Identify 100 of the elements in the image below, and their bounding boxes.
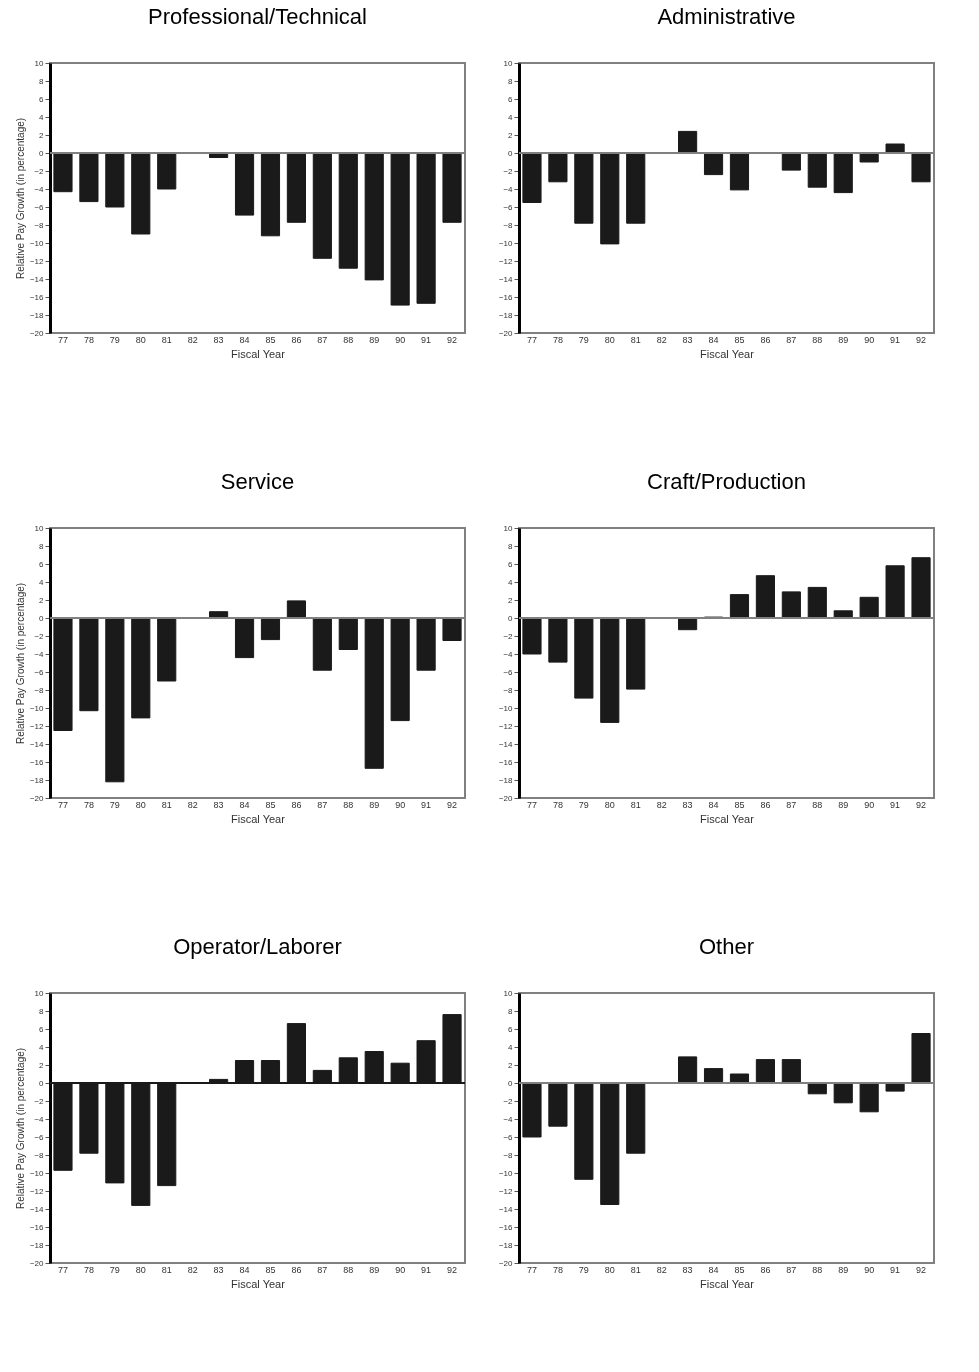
- x-tick-label: 91: [421, 334, 432, 345]
- x-tick-label: 78: [83, 334, 94, 345]
- x-tick-label: 87: [786, 1264, 797, 1275]
- x-tick-label: 89: [369, 334, 380, 345]
- y-tick-label: −6: [503, 1132, 514, 1142]
- y-tick-label: 2: [508, 130, 514, 140]
- y-tick-label: 2: [508, 595, 514, 605]
- y-tick-label: 2: [39, 595, 45, 605]
- y-tick-label: −12: [29, 721, 45, 731]
- y-tick-label: −12: [498, 1186, 514, 1196]
- chart-title: Service: [220, 469, 295, 494]
- y-tick-label: −10: [498, 238, 514, 248]
- x-tick-label: 87: [317, 1264, 328, 1275]
- x-tick-label: 83: [213, 1264, 224, 1275]
- y-axis-title: Relative Pay Growth (in percentage): [14, 582, 26, 745]
- y-tick-label: −12: [498, 256, 514, 266]
- y-tick-label: −12: [29, 1186, 45, 1196]
- x-tick-label: 78: [83, 799, 94, 810]
- x-tick-label: 89: [838, 799, 849, 810]
- x-tick-label: 77: [57, 334, 68, 345]
- y-tick-label: 4: [39, 112, 45, 122]
- x-tick-label: 83: [213, 799, 224, 810]
- x-tick-label: 77: [526, 1264, 537, 1275]
- y-tick-label: 4: [508, 577, 514, 587]
- x-tick-label: 78: [552, 334, 563, 345]
- x-tick-label: 89: [369, 1264, 380, 1275]
- x-tick-label: 83: [682, 799, 693, 810]
- y-tick-label: 6: [508, 94, 514, 104]
- y-tick-label: −18: [29, 1240, 45, 1250]
- x-tick-label: 78: [552, 799, 563, 810]
- x-tick-label: 88: [343, 799, 354, 810]
- chart-title: Other: [698, 934, 755, 959]
- y-tick-label: 0: [508, 148, 514, 158]
- y-tick-label: −8: [503, 685, 514, 695]
- x-tick-label: 85: [265, 1264, 276, 1275]
- y-tick-label: −14: [498, 739, 514, 749]
- x-tick-label: 92: [447, 1264, 458, 1275]
- y-tick-label: 6: [508, 1024, 514, 1034]
- y-tick-label: −16: [498, 1222, 514, 1232]
- y-tick-label: 4: [39, 1042, 45, 1052]
- x-tick-label: 80: [135, 334, 146, 345]
- y-tick-label: 8: [508, 1006, 514, 1016]
- y-tick-label: −16: [498, 757, 514, 767]
- y-tick-label: −10: [29, 1168, 45, 1178]
- y-tick-label: −8: [503, 1150, 514, 1160]
- x-tick-label: 79: [578, 334, 589, 345]
- x-tick-label: 87: [786, 334, 797, 345]
- x-tick-label: 87: [317, 799, 328, 810]
- x-tick-label: 89: [838, 334, 849, 345]
- y-tick-label: −20: [29, 1258, 45, 1268]
- y-tick-label: −20: [498, 1258, 514, 1268]
- y-tick-label: −4: [503, 1114, 514, 1124]
- x-tick-label: 79: [109, 1264, 120, 1275]
- x-tick-label: 90: [395, 799, 406, 810]
- x-tick-label: 82: [656, 799, 667, 810]
- x-tick-label: 78: [83, 1264, 94, 1275]
- y-tick-label: −4: [503, 184, 514, 194]
- y-tick-label: 0: [39, 613, 45, 623]
- x-tick-label: 92: [916, 799, 927, 810]
- y-tick-label: 6: [39, 94, 45, 104]
- x-tick-label: 85: [734, 334, 745, 345]
- y-tick-label: 0: [508, 1078, 514, 1088]
- y-tick-label: −6: [34, 202, 45, 212]
- x-tick-label: 90: [395, 1264, 406, 1275]
- x-tick-label: 84: [239, 334, 250, 345]
- y-tick-label: 8: [508, 76, 514, 86]
- y-tick-label: −14: [498, 274, 514, 284]
- y-tick-label: −10: [29, 703, 45, 713]
- x-tick-label: 84: [708, 334, 719, 345]
- chart-title: Operator/Laborer: [173, 934, 342, 959]
- x-tick-label: 82: [187, 1264, 198, 1275]
- y-tick-label: −8: [503, 220, 514, 230]
- x-tick-label: 90: [395, 334, 406, 345]
- x-tick-label: 82: [656, 1264, 667, 1275]
- x-tick-label: 85: [265, 799, 276, 810]
- x-tick-label: 82: [187, 334, 198, 345]
- y-tick-label: −14: [29, 274, 45, 284]
- x-tick-label: 85: [265, 334, 276, 345]
- x-tick-label: 79: [109, 799, 120, 810]
- y-tick-label: −8: [34, 1150, 45, 1160]
- y-tick-label: −2: [34, 1096, 45, 1106]
- y-tick-label: 10: [503, 523, 514, 533]
- y-tick-label: −20: [29, 793, 45, 803]
- y-tick-label: 2: [508, 1060, 514, 1070]
- y-tick-label: 0: [39, 148, 45, 158]
- y-tick-label: −10: [498, 1168, 514, 1178]
- x-tick-label: 83: [213, 334, 224, 345]
- x-tick-label: 82: [656, 334, 667, 345]
- x-axis-title: Fiscal Year: [700, 812, 755, 825]
- x-axis-title: Fiscal Year: [700, 1277, 755, 1290]
- y-tick-label: −20: [498, 793, 514, 803]
- y-tick-label: 6: [39, 1024, 45, 1034]
- x-tick-label: 87: [317, 334, 328, 345]
- chart-title: Administrative: [657, 4, 796, 29]
- x-axis-title: Fiscal Year: [231, 812, 286, 825]
- y-tick-label: 10: [34, 988, 45, 998]
- y-tick-label: −20: [29, 328, 45, 338]
- x-tick-label: 88: [343, 334, 354, 345]
- x-tick-label: 78: [552, 1264, 563, 1275]
- y-tick-label: 4: [39, 577, 45, 587]
